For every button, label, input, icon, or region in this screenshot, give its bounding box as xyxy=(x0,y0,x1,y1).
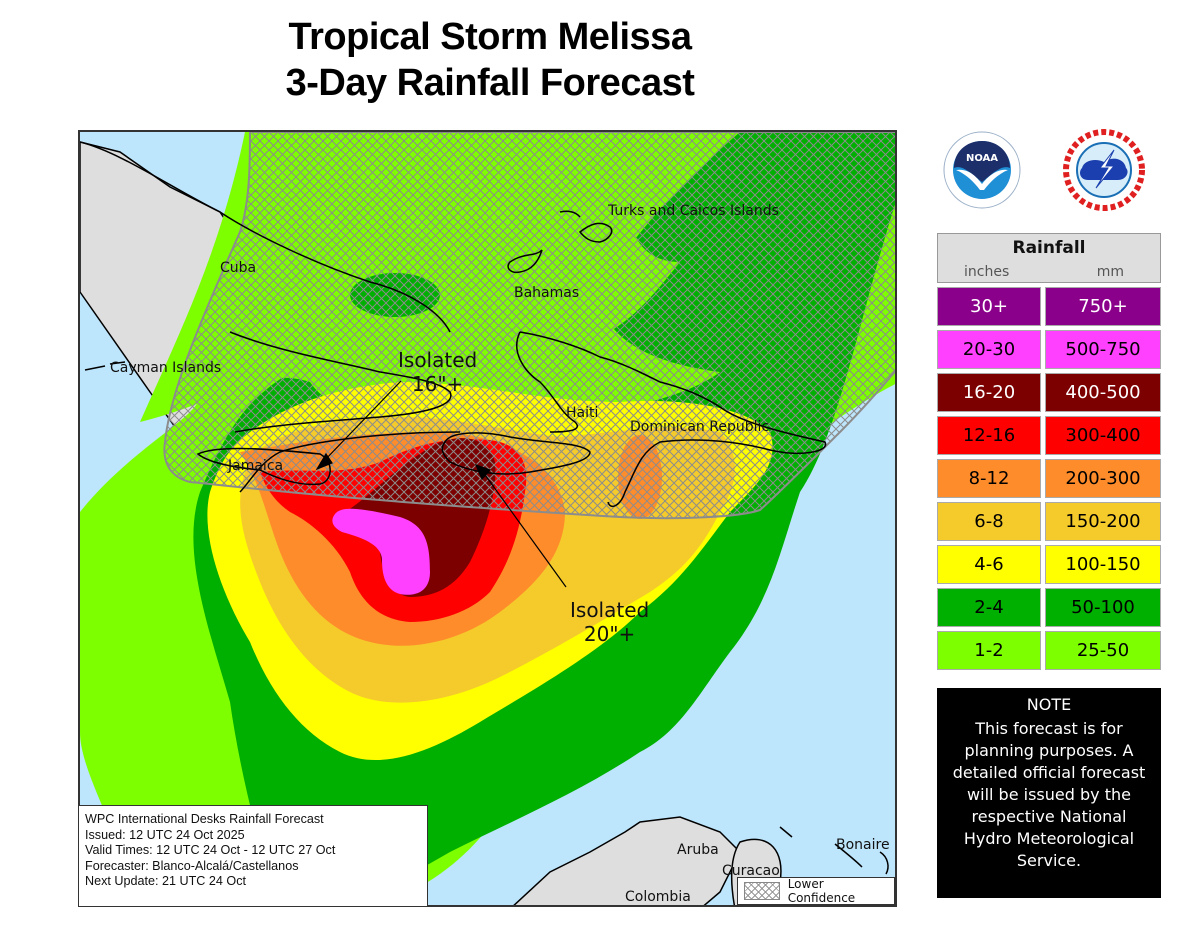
label-cayman-islands: Cayman Islands xyxy=(110,360,222,376)
hatch-swatch-icon xyxy=(744,882,780,900)
label-cuba: Cuba xyxy=(220,260,257,276)
note-line: planning purposes. A xyxy=(964,741,1134,760)
label-aruba: Aruba xyxy=(677,842,719,858)
note-line: will be issued by the xyxy=(967,785,1131,804)
info-valid-times: Valid Times: 12 UTC 24 Oct - 12 UTC 27 O… xyxy=(85,843,336,858)
nws-logo-icon xyxy=(1062,128,1146,212)
label-turks-and-caicos: Turks and Caicos Islands xyxy=(608,203,779,219)
note-title: NOTE xyxy=(1026,695,1072,714)
info-next-update: Next Update: 21 UTC 24 Oct xyxy=(85,874,246,889)
coastlines xyxy=(80,141,889,875)
info-issued: Issued: 12 UTC 24 Oct 2025 xyxy=(85,827,245,842)
legend-row-30plus: 30+ 750+ xyxy=(937,287,1161,326)
note-line: respective National xyxy=(971,807,1127,826)
label-bahamas: Bahamas xyxy=(514,285,580,301)
legend-inches-cell: 30+ xyxy=(937,287,1041,326)
legend-mm-cell: 150-200 xyxy=(1045,502,1161,541)
forecast-info-box: WPC International Desks Rainfall Forecas… xyxy=(78,805,428,907)
legend-inches-cell: 4-6 xyxy=(937,545,1041,584)
legend-header: Rainfall inches mm xyxy=(937,233,1161,283)
noaa-logo-icon: NOAA xyxy=(942,130,1022,210)
legend-row-20-30: 20-30 500-750 xyxy=(937,330,1161,369)
note-line: Service. xyxy=(1016,851,1082,870)
title-line-1: Tropical Storm Melissa xyxy=(288,16,692,58)
annotation-arrows xyxy=(315,380,567,588)
legend-row-12-16: 12-16 300-400 xyxy=(937,416,1161,455)
legend-mm-cell: 50-100 xyxy=(1045,588,1161,627)
legend-inches-cell: 6-8 xyxy=(937,502,1041,541)
lower-confidence-legend: Lower Confidence xyxy=(737,877,895,905)
lower-confidence-label: Lower Confidence xyxy=(787,877,856,905)
label-curacao: Curacao xyxy=(722,863,780,879)
map-title: Tropical Storm Melissa 3-Day Rainfall Fo… xyxy=(230,14,750,106)
label-bonaire: Bonaire xyxy=(836,837,890,853)
legend-unit-mm: mm xyxy=(1096,264,1124,280)
note-box: NOTE This forecast is for planning purpo… xyxy=(937,688,1161,898)
annotation-isolated-16: Isolated 16"+ xyxy=(398,348,478,396)
legend-inches-cell: 1-2 xyxy=(937,631,1041,670)
legend-mm-cell: 500-750 xyxy=(1045,330,1161,369)
rainfall-map: Cuba Cayman Islands Jamaica Bahamas Turk… xyxy=(78,130,897,907)
legend-mm-cell: 300-400 xyxy=(1045,416,1161,455)
rainfall-contours xyxy=(80,132,895,905)
legend-inches-cell: 2-4 xyxy=(937,588,1041,627)
info-product: WPC International Desks Rainfall Forecas… xyxy=(85,812,324,826)
legend-mm-cell: 400-500 xyxy=(1045,373,1161,412)
note-line: This forecast is for xyxy=(975,719,1123,738)
legend-inches-cell: 20-30 xyxy=(937,330,1041,369)
rainfall-legend: Rainfall inches mm 30+ 750+ 20-30 500-75… xyxy=(937,233,1161,670)
legend-row-8-12: 8-12 200-300 xyxy=(937,459,1161,498)
legend-mm-cell: 750+ xyxy=(1045,287,1161,326)
label-haiti: Haiti xyxy=(566,405,599,421)
legend-row-2-4: 2-4 50-100 xyxy=(937,588,1161,627)
legend-row-16-20: 16-20 400-500 xyxy=(937,373,1161,412)
legend-mm-cell: 100-150 xyxy=(1045,545,1161,584)
colombia-land xyxy=(513,816,741,905)
legend-row-1-2: 1-2 25-50 xyxy=(937,631,1161,670)
legend-unit-inches: inches xyxy=(964,264,1010,280)
label-colombia: Colombia xyxy=(625,889,691,905)
note-line: detailed official forecast xyxy=(952,763,1146,782)
label-jamaica: Jamaica xyxy=(228,458,284,474)
title-line-2: 3-Day Rainfall Forecast xyxy=(285,62,695,104)
legend-row-6-8: 6-8 150-200 xyxy=(937,502,1161,541)
note-line: Hydro Meteorological xyxy=(963,829,1135,848)
svg-text:NOAA: NOAA xyxy=(966,153,998,164)
annotation-isolated-20: Isolated 20"+ xyxy=(570,598,650,646)
legend-inches-cell: 16-20 xyxy=(937,373,1041,412)
band-20-30 xyxy=(332,508,430,595)
lower-confidence-region xyxy=(163,132,895,520)
legend-row-4-6: 4-6 100-150 xyxy=(937,545,1161,584)
legend-title: Rainfall xyxy=(1012,238,1086,258)
legend-inches-cell: 12-16 xyxy=(937,416,1041,455)
legend-mm-cell: 25-50 xyxy=(1045,631,1161,670)
label-dominican-republic: Dominican Republic xyxy=(630,419,770,435)
legend-mm-cell: 200-300 xyxy=(1045,459,1161,498)
legend-inches-cell: 8-12 xyxy=(937,459,1041,498)
info-forecaster: Forecaster: Blanco-Alcalá/Castellanos xyxy=(85,858,299,873)
